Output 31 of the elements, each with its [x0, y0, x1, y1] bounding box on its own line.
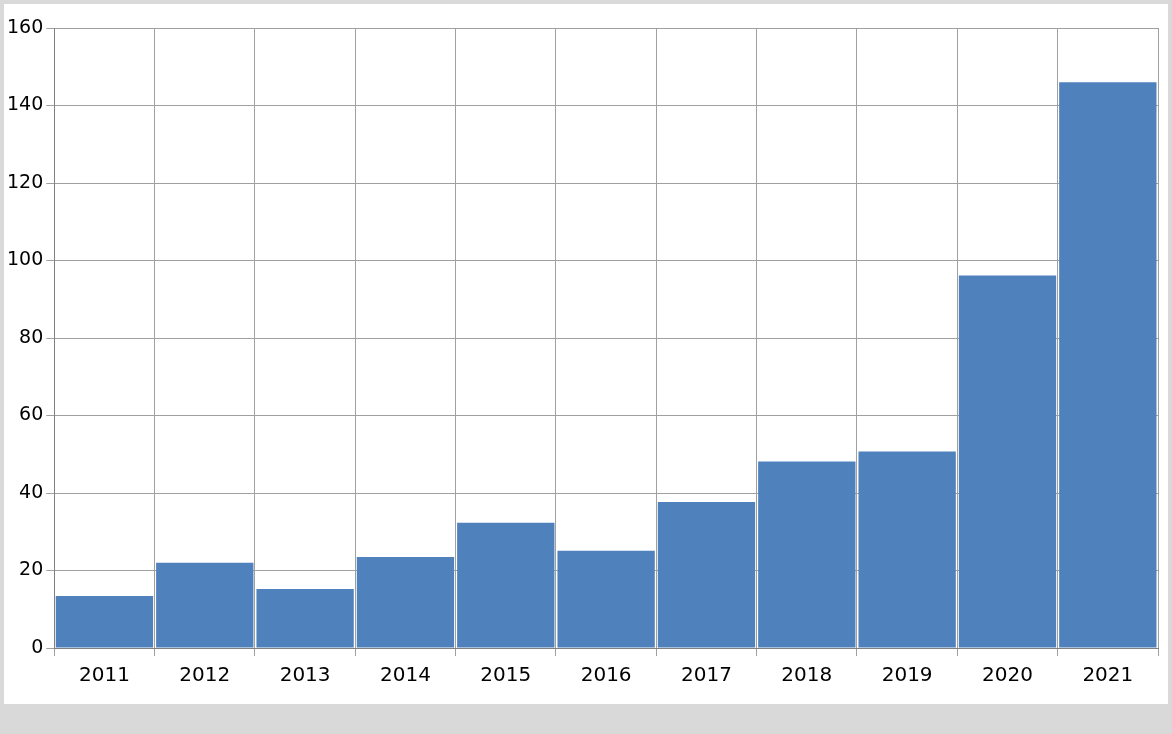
x-tick-label: 2020 [982, 662, 1033, 687]
x-tick-label: 2013 [279, 662, 331, 687]
x-tick-label: 2018 [781, 662, 833, 687]
bar [356, 556, 455, 648]
x-tick-label: 2019 [881, 662, 933, 687]
bar [657, 501, 756, 648]
y-tick-label: 80 [19, 324, 44, 347]
x-tick-label: 2012 [179, 662, 231, 687]
bar [256, 589, 354, 648]
x-tick-label: 2021 [1082, 662, 1134, 687]
y-tick-label: 140 [7, 92, 44, 115]
y-tick-label: 40 [19, 479, 44, 502]
bar [156, 562, 254, 648]
x-tick-label: 2015 [480, 662, 532, 687]
y-tick-label: 100 [7, 247, 44, 270]
x-tick-label: 2016 [580, 662, 632, 687]
bar [958, 275, 1057, 648]
y-tick-label: 120 [7, 169, 44, 192]
bar [457, 522, 555, 648]
y-tick-label: 20 [19, 557, 44, 580]
x-tick-label: 2011 [78, 662, 130, 687]
bar [557, 550, 655, 648]
y-tick-label: 160 [7, 14, 44, 37]
x-tick-label: 2017 [681, 662, 732, 687]
y-tick-label: 60 [19, 402, 44, 425]
y-tick-label: 0 [31, 634, 44, 657]
bar [858, 451, 956, 648]
bar [1059, 82, 1157, 648]
bar [758, 461, 856, 648]
x-tick-label: 2014 [380, 662, 431, 687]
bar [55, 596, 154, 648]
